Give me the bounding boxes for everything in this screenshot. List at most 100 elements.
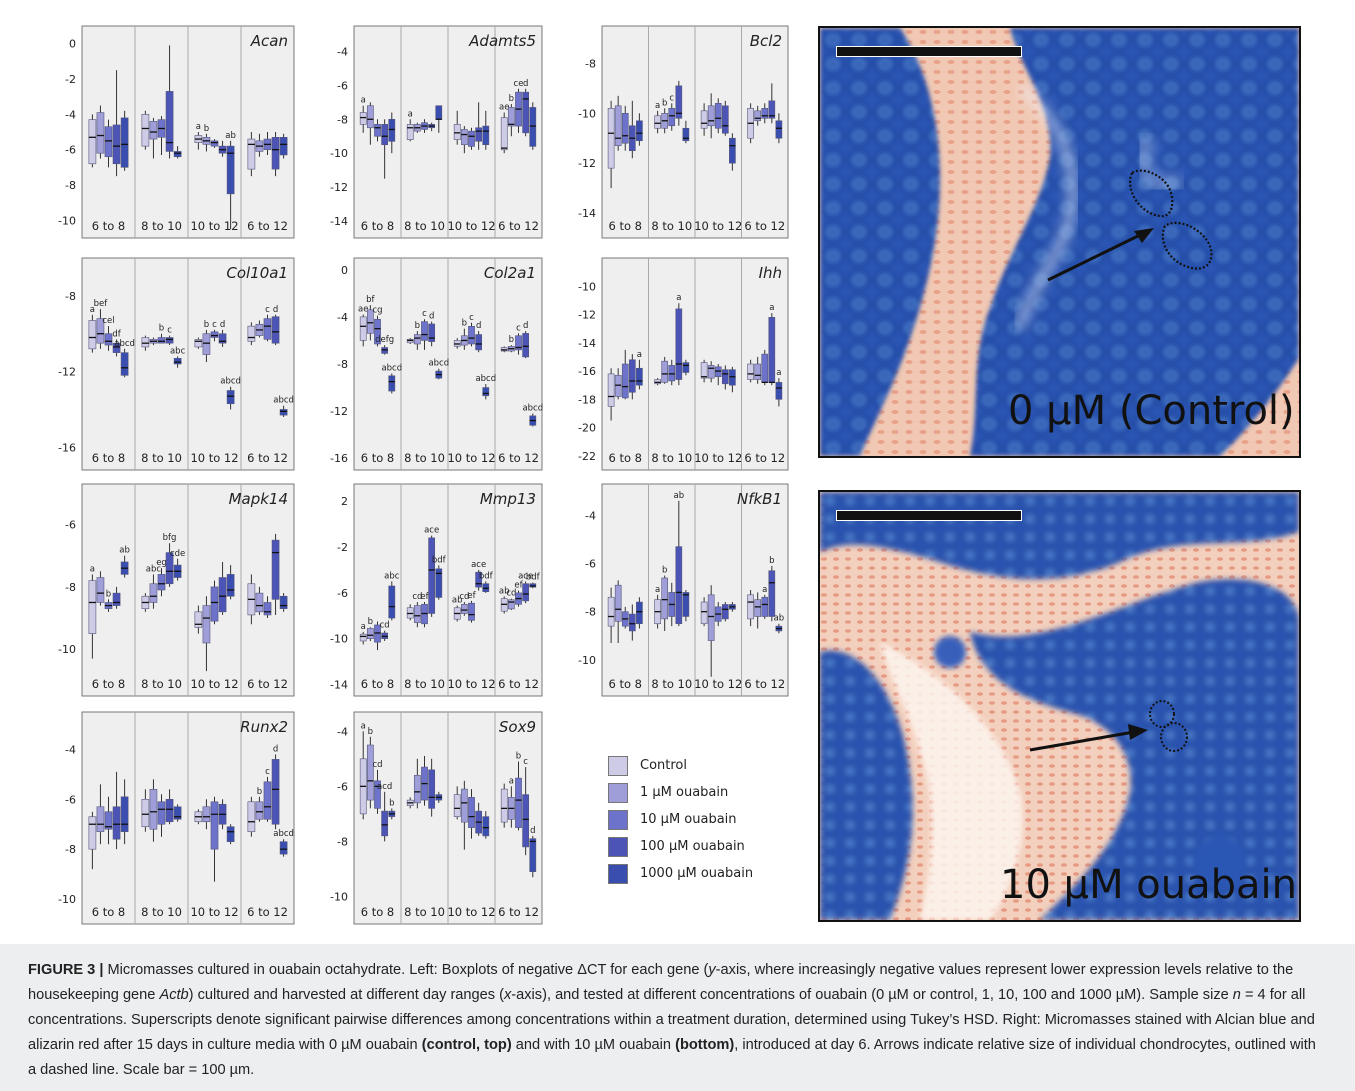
micrograph-control-image — [820, 28, 1299, 456]
box: abcd — [475, 374, 496, 400]
box-rect — [194, 611, 203, 628]
significance-label: d — [220, 320, 225, 330]
box — [607, 587, 615, 643]
micrograph-control: 0 µM (Control) — [818, 26, 1301, 458]
y-tick-label: -6 — [65, 519, 76, 532]
y-tick-label: -12 — [330, 181, 348, 194]
box — [460, 126, 468, 154]
micrograph-ouabain: 10 µM ouabain — [818, 490, 1301, 922]
box — [141, 335, 150, 351]
y-tick-label: -16 — [330, 452, 348, 465]
x-category-label: 10 to 12 — [447, 451, 495, 465]
box — [112, 771, 121, 850]
significance-label: a — [90, 305, 95, 315]
box-rect — [700, 601, 708, 625]
box — [202, 799, 211, 830]
significance-label: bfg — [163, 533, 177, 543]
box — [279, 133, 288, 159]
box: c — [522, 757, 530, 856]
box-rect — [721, 604, 729, 620]
box — [194, 809, 203, 825]
significance-label: ab — [674, 491, 685, 501]
box — [700, 103, 708, 136]
box — [621, 105, 629, 151]
box: a — [359, 622, 367, 645]
box — [754, 356, 762, 384]
box — [210, 796, 219, 882]
box — [668, 359, 676, 386]
box-rect — [482, 387, 490, 397]
box — [421, 119, 428, 133]
significance-label: bef — [94, 299, 109, 309]
box-rect — [388, 118, 396, 142]
box-rect — [775, 382, 783, 400]
box: bfg — [163, 533, 177, 587]
legend-item-10um: 10 µM ouabain — [608, 806, 808, 833]
box: b — [157, 324, 166, 344]
box-rect — [700, 110, 708, 129]
box-rect — [614, 105, 622, 147]
legend-swatch — [608, 836, 628, 857]
x-category-label: 10 to 12 — [694, 219, 742, 233]
box: ab — [452, 595, 463, 622]
significance-label: eg — [156, 558, 167, 568]
box-rect — [120, 796, 129, 833]
box: ace — [471, 560, 486, 591]
box: b — [460, 319, 468, 350]
x-category-label: 10 to 12 — [190, 677, 238, 691]
box: ef — [420, 592, 430, 628]
box-rect — [475, 127, 483, 142]
box-rect — [112, 342, 121, 353]
y-tick-label: -6 — [585, 558, 596, 571]
box — [406, 338, 414, 344]
x-category-label: 6 to 8 — [361, 677, 395, 691]
box — [413, 122, 421, 133]
box: b — [507, 335, 515, 353]
box-rect — [460, 788, 468, 823]
box — [482, 811, 490, 839]
significance-label: c — [265, 305, 270, 315]
significance-label: cd — [412, 592, 422, 602]
box-rect — [522, 583, 530, 602]
y-tick-label: -10 — [58, 214, 76, 227]
box: c — [165, 326, 174, 346]
box-rect — [104, 333, 113, 346]
y-tick-label: -10 — [58, 893, 76, 906]
boxplot-svg: -8 -10 -12 -14 Bcl2 6 to 8 8 to 10 a b c 10 to 12 6… — [578, 25, 789, 239]
box-rect — [435, 105, 443, 120]
box: b — [515, 752, 522, 831]
box-rect — [279, 409, 288, 416]
box-rect — [149, 121, 158, 140]
y-tick-label: -4 — [65, 743, 76, 756]
box: a — [359, 96, 367, 133]
box — [707, 93, 715, 139]
box-rect — [607, 108, 615, 169]
box: cel — [102, 316, 115, 351]
caption-text: -axis), and tested at different concentr… — [511, 987, 1233, 1003]
box: ef — [467, 591, 477, 623]
significance-label: a — [90, 564, 95, 574]
box — [707, 361, 715, 383]
box: bdf — [479, 571, 494, 593]
significance-label: abcd — [381, 363, 402, 373]
box — [682, 359, 690, 376]
box-rect — [515, 335, 522, 351]
box — [247, 322, 256, 346]
boxplot-runx2: -4 -6 -8 -10 Runx2 6 to 8 8 to 10 10 to 12 6 to … — [24, 711, 296, 925]
significance-label: c — [212, 320, 217, 330]
box-rect — [636, 601, 643, 625]
significance-label: b — [257, 787, 262, 797]
boxplot-col10a1: -8 -12 -16 Col10a1 6 to 8 a bef cel df abcd 8 to 1… — [24, 257, 296, 471]
box-rect — [263, 602, 272, 616]
box: d — [475, 321, 483, 353]
significance-label: ace — [471, 560, 486, 570]
legend-swatch — [608, 863, 628, 884]
box-rect — [682, 362, 690, 373]
boxplot-col2a1: 0 -4 -8 -12 -16 Col2a1 6 to 8 ae bf cg defg abcd 8 t… — [296, 257, 544, 471]
significance-label: ef — [467, 591, 476, 601]
y-tick-label: -2 — [65, 73, 76, 86]
box-rect — [768, 100, 776, 119]
x-category-label: 6 to 8 — [361, 905, 395, 919]
box-rect — [388, 585, 396, 619]
